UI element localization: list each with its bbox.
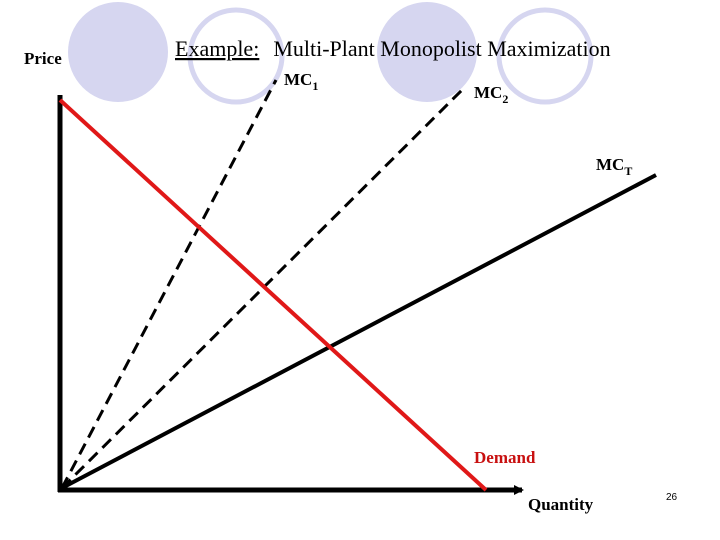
y-axis-label: Price	[24, 49, 62, 68]
title-text: Multi-Plant Monopolist Maximization	[273, 36, 610, 61]
curve-label: MC	[474, 83, 502, 102]
deco-circle	[187, 7, 285, 105]
x-axis-label: Quantity	[528, 495, 594, 514]
demand-line	[58, 98, 488, 492]
curve-subscript: T	[624, 164, 632, 178]
curve-subscript: 1	[312, 79, 318, 93]
page-number: 26	[666, 492, 678, 503]
deco-circle	[68, 2, 168, 102]
mct-label: MCT	[596, 155, 632, 178]
mc2-label: MC2	[474, 83, 508, 106]
decoration	[68, 2, 594, 105]
deco-circle	[496, 7, 594, 105]
curve-label: MC	[596, 155, 624, 174]
curve-subscript: 2	[502, 92, 508, 106]
mc1-line	[60, 79, 278, 489]
curve-label: MC	[284, 70, 312, 89]
title-prefix: Example:	[175, 36, 259, 61]
mc1-label: MC1	[284, 70, 318, 93]
demand-label: Demand	[474, 448, 536, 467]
deco-circle	[377, 2, 477, 102]
mct-line	[61, 173, 657, 490]
mc2-line	[60, 88, 464, 490]
title: Example: Multi-Plant Monopolist Maximizat…	[175, 36, 611, 61]
